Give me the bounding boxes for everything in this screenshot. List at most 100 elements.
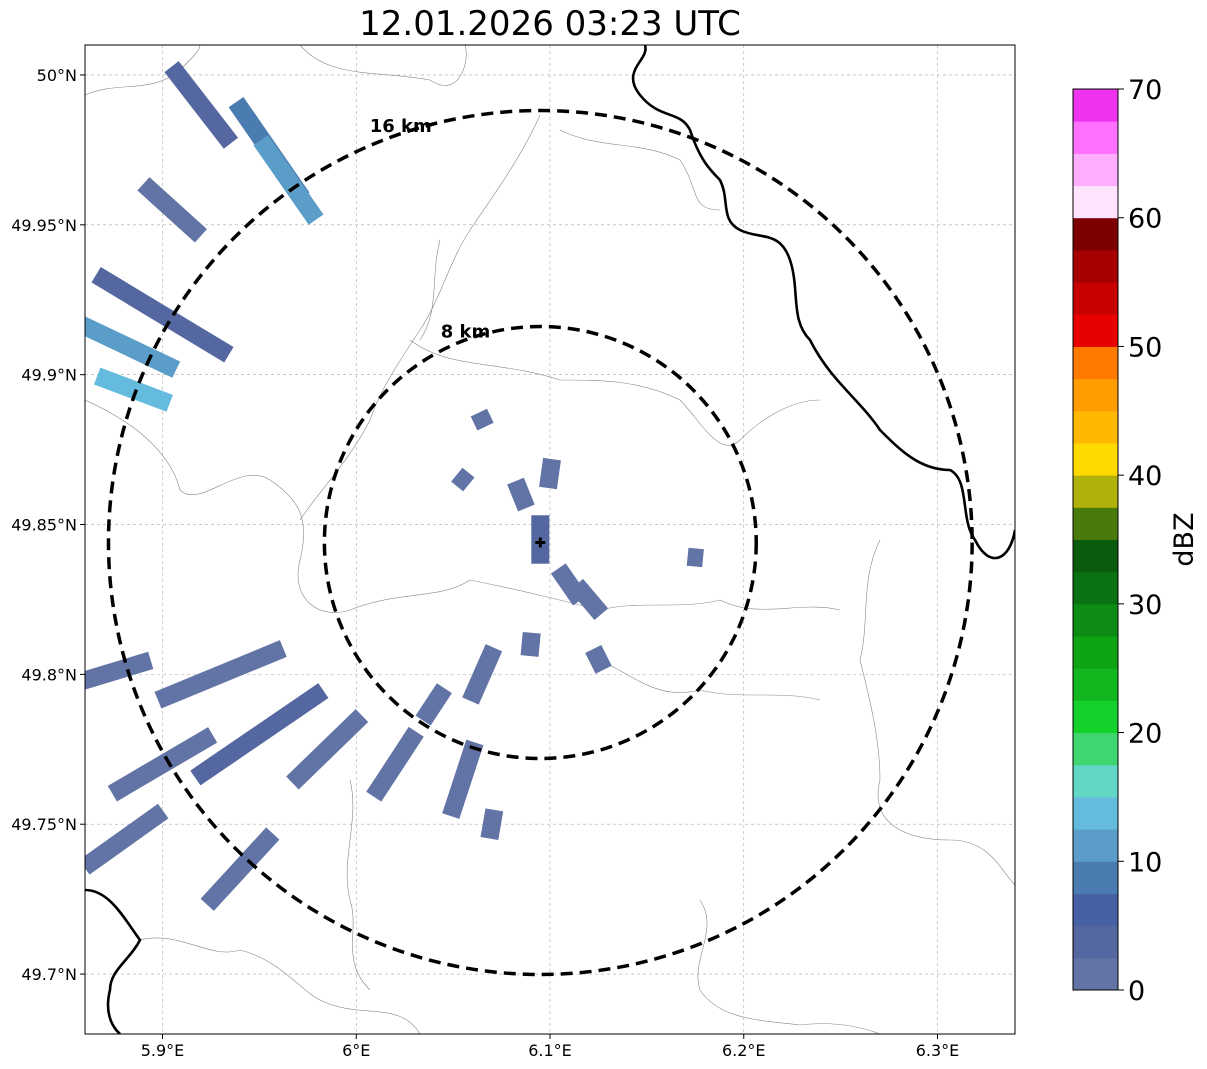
colorbar-segment bbox=[1073, 893, 1118, 927]
colorbar-segment bbox=[1073, 603, 1118, 637]
colorbar-segment bbox=[1073, 89, 1118, 122]
colorbar-segment bbox=[1073, 957, 1118, 991]
colorbar-label: dBZ bbox=[1169, 512, 1200, 566]
boundary-line bbox=[559, 129, 721, 211]
colorbar-tick-label: 60 bbox=[1128, 204, 1162, 235]
colorbar-segment bbox=[1073, 217, 1118, 251]
lat-tick-label: 49.85°N bbox=[11, 516, 77, 535]
map-features: 8 km 16 km bbox=[85, 45, 1015, 1034]
echo-cell bbox=[585, 644, 612, 674]
echo-cell bbox=[480, 808, 504, 841]
boundary-line bbox=[409, 339, 821, 446]
echo-cell bbox=[190, 683, 329, 786]
echo-cell bbox=[286, 709, 369, 790]
echo-cell bbox=[520, 631, 541, 657]
colorbar-segment bbox=[1073, 442, 1118, 476]
echo-cell bbox=[200, 827, 280, 911]
echo-cell bbox=[507, 477, 535, 512]
boundary-line bbox=[346, 779, 371, 991]
colorbar-tick-label: 20 bbox=[1128, 719, 1162, 750]
echo-cell bbox=[442, 739, 484, 819]
colorbar-segment bbox=[1073, 475, 1118, 508]
colorbar-tick-label: 50 bbox=[1128, 332, 1162, 363]
echo-cell bbox=[137, 177, 207, 243]
colorbar-segment bbox=[1073, 378, 1118, 412]
colorbar-segment bbox=[1073, 732, 1118, 766]
colorbar-segment bbox=[1073, 314, 1118, 347]
colorbar-tick-label: 10 bbox=[1128, 847, 1162, 878]
map-grid bbox=[85, 45, 1015, 1034]
lon-tick-label: 6.2°E bbox=[722, 1041, 766, 1060]
colorbar-tick-label: 40 bbox=[1128, 461, 1162, 492]
echo-cell bbox=[366, 726, 424, 802]
echo-cell bbox=[85, 651, 154, 698]
boundary-line bbox=[697, 899, 881, 1034]
echo-cell bbox=[91, 267, 234, 363]
colorbar-segment bbox=[1073, 796, 1118, 830]
radar-echoes bbox=[85, 61, 704, 911]
colorbar-tick-label: 0 bbox=[1128, 976, 1145, 1007]
echo-cell bbox=[253, 134, 324, 225]
colorbar-segment bbox=[1073, 282, 1118, 315]
country-border-southwest bbox=[85, 888, 142, 1034]
colorbar-segment bbox=[1073, 925, 1118, 959]
radar-center-marker bbox=[535, 537, 546, 548]
lat-tick-label: 49.9°N bbox=[21, 366, 77, 385]
lat-tick-label: 50°N bbox=[37, 66, 77, 85]
colorbar-segment bbox=[1073, 571, 1118, 605]
echo-cell bbox=[569, 578, 609, 621]
colorbar-segment bbox=[1073, 185, 1118, 219]
colorbar-frame bbox=[1072, 88, 1119, 991]
colorbar-segment bbox=[1073, 539, 1118, 573]
boundary-line bbox=[419, 239, 441, 341]
lat-tick-label: 49.8°N bbox=[21, 665, 77, 684]
echo-cell bbox=[462, 644, 503, 705]
colorbar-segment bbox=[1073, 764, 1118, 798]
range-ring bbox=[322, 324, 758, 761]
boundary-line bbox=[139, 937, 421, 1034]
lat-tick-label: 49.75°N bbox=[11, 815, 77, 834]
echo-cell bbox=[164, 61, 239, 149]
echo-cell bbox=[154, 640, 287, 709]
colorbar-tick-label: 30 bbox=[1128, 590, 1162, 621]
country-borders bbox=[85, 45, 1015, 1034]
colorbar-segment bbox=[1073, 121, 1118, 154]
range-ring-label: 16 km bbox=[370, 116, 432, 137]
echo-cell bbox=[107, 727, 218, 802]
colorbar-segment bbox=[1073, 829, 1118, 862]
colorbar-segment bbox=[1073, 507, 1118, 540]
echo-cell bbox=[85, 803, 169, 875]
echo-cell bbox=[539, 457, 561, 490]
colorbar-segment bbox=[1073, 668, 1118, 701]
colorbar-tick-label: 70 bbox=[1128, 75, 1162, 106]
map-title: 12.01.2026 03:23 UTC bbox=[359, 4, 741, 44]
lon-tick-label: 6.3°E bbox=[916, 1041, 960, 1060]
boundary-line bbox=[859, 539, 1015, 886]
echo-cell bbox=[93, 367, 173, 412]
lon-tick-label: 6°E bbox=[342, 1041, 370, 1060]
colorbar-segment bbox=[1073, 249, 1118, 283]
country-border-east bbox=[631, 45, 1015, 560]
lat-tick-label: 49.7°N bbox=[21, 965, 77, 984]
range-rings: 8 km 16 km bbox=[106, 108, 974, 977]
longitude-ticks: 5.9°E 6°E 6.1°E 6.2°E 6.3°E bbox=[141, 1034, 960, 1060]
boundary-line bbox=[299, 114, 541, 521]
lon-tick-label: 5.9°E bbox=[141, 1041, 185, 1060]
latitude-ticks: 50°N 49.95°N 49.9°N 49.85°N 49.8°N 49.75°N 49.… bbox=[11, 66, 85, 984]
echo-cell bbox=[85, 311, 181, 378]
colorbar-segment bbox=[1073, 346, 1118, 380]
colorbar-segment bbox=[1073, 410, 1118, 444]
echo-cell bbox=[451, 467, 475, 492]
colorbar-segment bbox=[1073, 700, 1118, 734]
boundary-line bbox=[299, 45, 467, 86]
colorbar-segment bbox=[1073, 861, 1118, 894]
colorbar-segment bbox=[1073, 636, 1118, 669]
lon-tick-label: 6.1°E bbox=[528, 1041, 572, 1060]
echo-cell bbox=[470, 408, 494, 431]
range-ring bbox=[106, 108, 974, 977]
lat-tick-label: 49.95°N bbox=[11, 216, 77, 235]
colorbar: 0 10 20 30 40 50 60 70 dBZ bbox=[1072, 75, 1200, 1007]
echo-cell bbox=[686, 547, 704, 568]
range-ring-label: 8 km bbox=[441, 321, 491, 342]
